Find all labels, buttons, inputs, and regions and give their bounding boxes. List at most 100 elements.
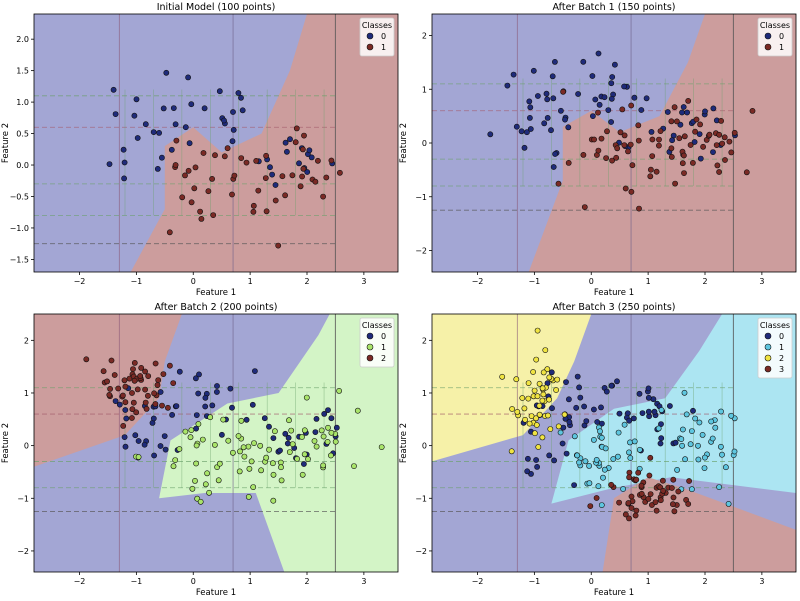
data-point-class-1 xyxy=(204,470,210,477)
x-axis-label: Feature 1 xyxy=(196,288,236,298)
data-point-class-1 xyxy=(649,153,656,159)
data-point-class-1 xyxy=(212,152,218,159)
data-point-class-2 xyxy=(108,357,115,364)
data-point-class-0 xyxy=(543,90,550,97)
x-tick-label: 3 xyxy=(361,277,366,286)
legend: Classes 0 1 2 3 xyxy=(757,317,793,379)
x-tick-label: 0 xyxy=(191,577,196,586)
data-point-class-1 xyxy=(610,456,617,462)
data-point-class-0 xyxy=(151,452,157,459)
x-tick-label: 3 xyxy=(361,577,366,586)
data-point-class-1 xyxy=(621,142,628,148)
data-point-class-1 xyxy=(690,159,696,166)
data-point-class-0 xyxy=(626,417,633,424)
data-point-class-0 xyxy=(328,415,335,422)
data-point-class-1 xyxy=(731,129,738,136)
data-point-class-2 xyxy=(539,434,546,441)
decision-region xyxy=(528,14,796,272)
data-point-class-0 xyxy=(551,457,557,464)
data-point-class-1 xyxy=(320,193,326,200)
data-point-class-0 xyxy=(657,440,664,447)
data-point-class-0 xyxy=(546,452,553,459)
data-point-class-0 xyxy=(583,418,590,424)
data-point-class-0 xyxy=(524,129,530,136)
data-point-class-1 xyxy=(238,417,245,424)
y-tick-label: 2 xyxy=(422,32,427,41)
data-point-class-0 xyxy=(533,457,539,463)
data-point-class-0 xyxy=(577,394,584,401)
y-tick-label: 0 xyxy=(422,139,427,148)
x-tick-label: 1 xyxy=(248,277,253,286)
plot-area xyxy=(432,14,796,272)
data-point-class-0 xyxy=(526,98,533,105)
data-point-class-1 xyxy=(225,437,232,444)
data-point-class-1 xyxy=(723,464,729,471)
data-point-class-2 xyxy=(170,380,177,386)
data-point-class-1 xyxy=(656,142,662,149)
data-point-class-1 xyxy=(297,183,304,190)
x-tick-label: 1 xyxy=(646,277,651,286)
x-tick-label: −2 xyxy=(472,277,484,286)
data-point-class-2 xyxy=(155,377,162,383)
data-point-class-2 xyxy=(142,386,148,393)
data-point-class-1 xyxy=(286,417,292,424)
data-point-class-2 xyxy=(106,391,113,398)
data-point-class-0 xyxy=(605,107,612,113)
legend-title: Classes xyxy=(760,21,790,30)
data-point-class-0 xyxy=(131,112,138,119)
data-point-class-1 xyxy=(679,442,685,449)
data-point-class-1 xyxy=(311,438,318,444)
data-point-class-0 xyxy=(550,164,557,170)
data-point-class-1 xyxy=(286,449,293,455)
data-point-class-2 xyxy=(120,392,126,399)
data-point-class-1 xyxy=(668,145,675,152)
data-point-class-0 xyxy=(251,368,258,374)
plot-area xyxy=(34,14,398,272)
x-tick-label: −2 xyxy=(74,277,86,286)
data-point-class-2 xyxy=(540,391,547,398)
data-point-class-0 xyxy=(669,137,675,144)
data-point-class-0 xyxy=(609,74,616,80)
data-point-class-1 xyxy=(631,438,638,445)
data-point-class-1 xyxy=(294,455,300,462)
data-point-class-0 xyxy=(173,403,180,409)
legend: Classes 0 1 2 xyxy=(359,317,395,368)
axes-frame xyxy=(33,13,399,273)
data-point-class-0 xyxy=(524,468,531,475)
data-point-class-1 xyxy=(328,429,335,436)
data-point-class-3 xyxy=(660,487,667,494)
decision-region xyxy=(602,477,796,572)
x-tick-label: 3 xyxy=(759,277,764,286)
legend-entry-label: 0 xyxy=(779,32,784,41)
data-point-class-0 xyxy=(690,407,696,414)
data-point-class-0 xyxy=(157,443,164,449)
data-point-class-0 xyxy=(677,121,684,128)
data-point-class-0 xyxy=(601,94,608,101)
data-point-class-1 xyxy=(629,162,636,169)
data-point-class-0 xyxy=(667,403,673,409)
y-tick-label: 2 xyxy=(422,336,427,345)
data-point-class-0 xyxy=(696,131,703,137)
data-point-class-0 xyxy=(162,446,169,453)
data-point-class-1 xyxy=(597,428,603,435)
data-point-class-1 xyxy=(206,489,212,496)
data-point-class-0 xyxy=(277,447,283,454)
data-point-class-1 xyxy=(243,159,250,166)
data-point-class-1 xyxy=(598,502,605,508)
data-point-class-0 xyxy=(142,121,149,128)
data-point-class-1 xyxy=(289,172,296,179)
data-point-class-0 xyxy=(648,128,655,135)
legend-marker xyxy=(366,343,374,351)
data-point-class-0 xyxy=(229,138,236,145)
data-point-class-1 xyxy=(238,155,245,161)
legend-entry-label: 0 xyxy=(381,32,386,41)
data-point-class-0 xyxy=(571,482,577,488)
data-point-class-2 xyxy=(164,404,171,411)
data-point-class-0 xyxy=(306,147,313,154)
data-point-class-0 xyxy=(566,419,573,425)
data-point-class-0 xyxy=(214,383,220,389)
data-point-class-1 xyxy=(245,443,252,450)
data-point-class-1 xyxy=(288,427,295,434)
data-point-class-1 xyxy=(614,145,621,152)
y-tick-label: −2 xyxy=(415,547,427,556)
